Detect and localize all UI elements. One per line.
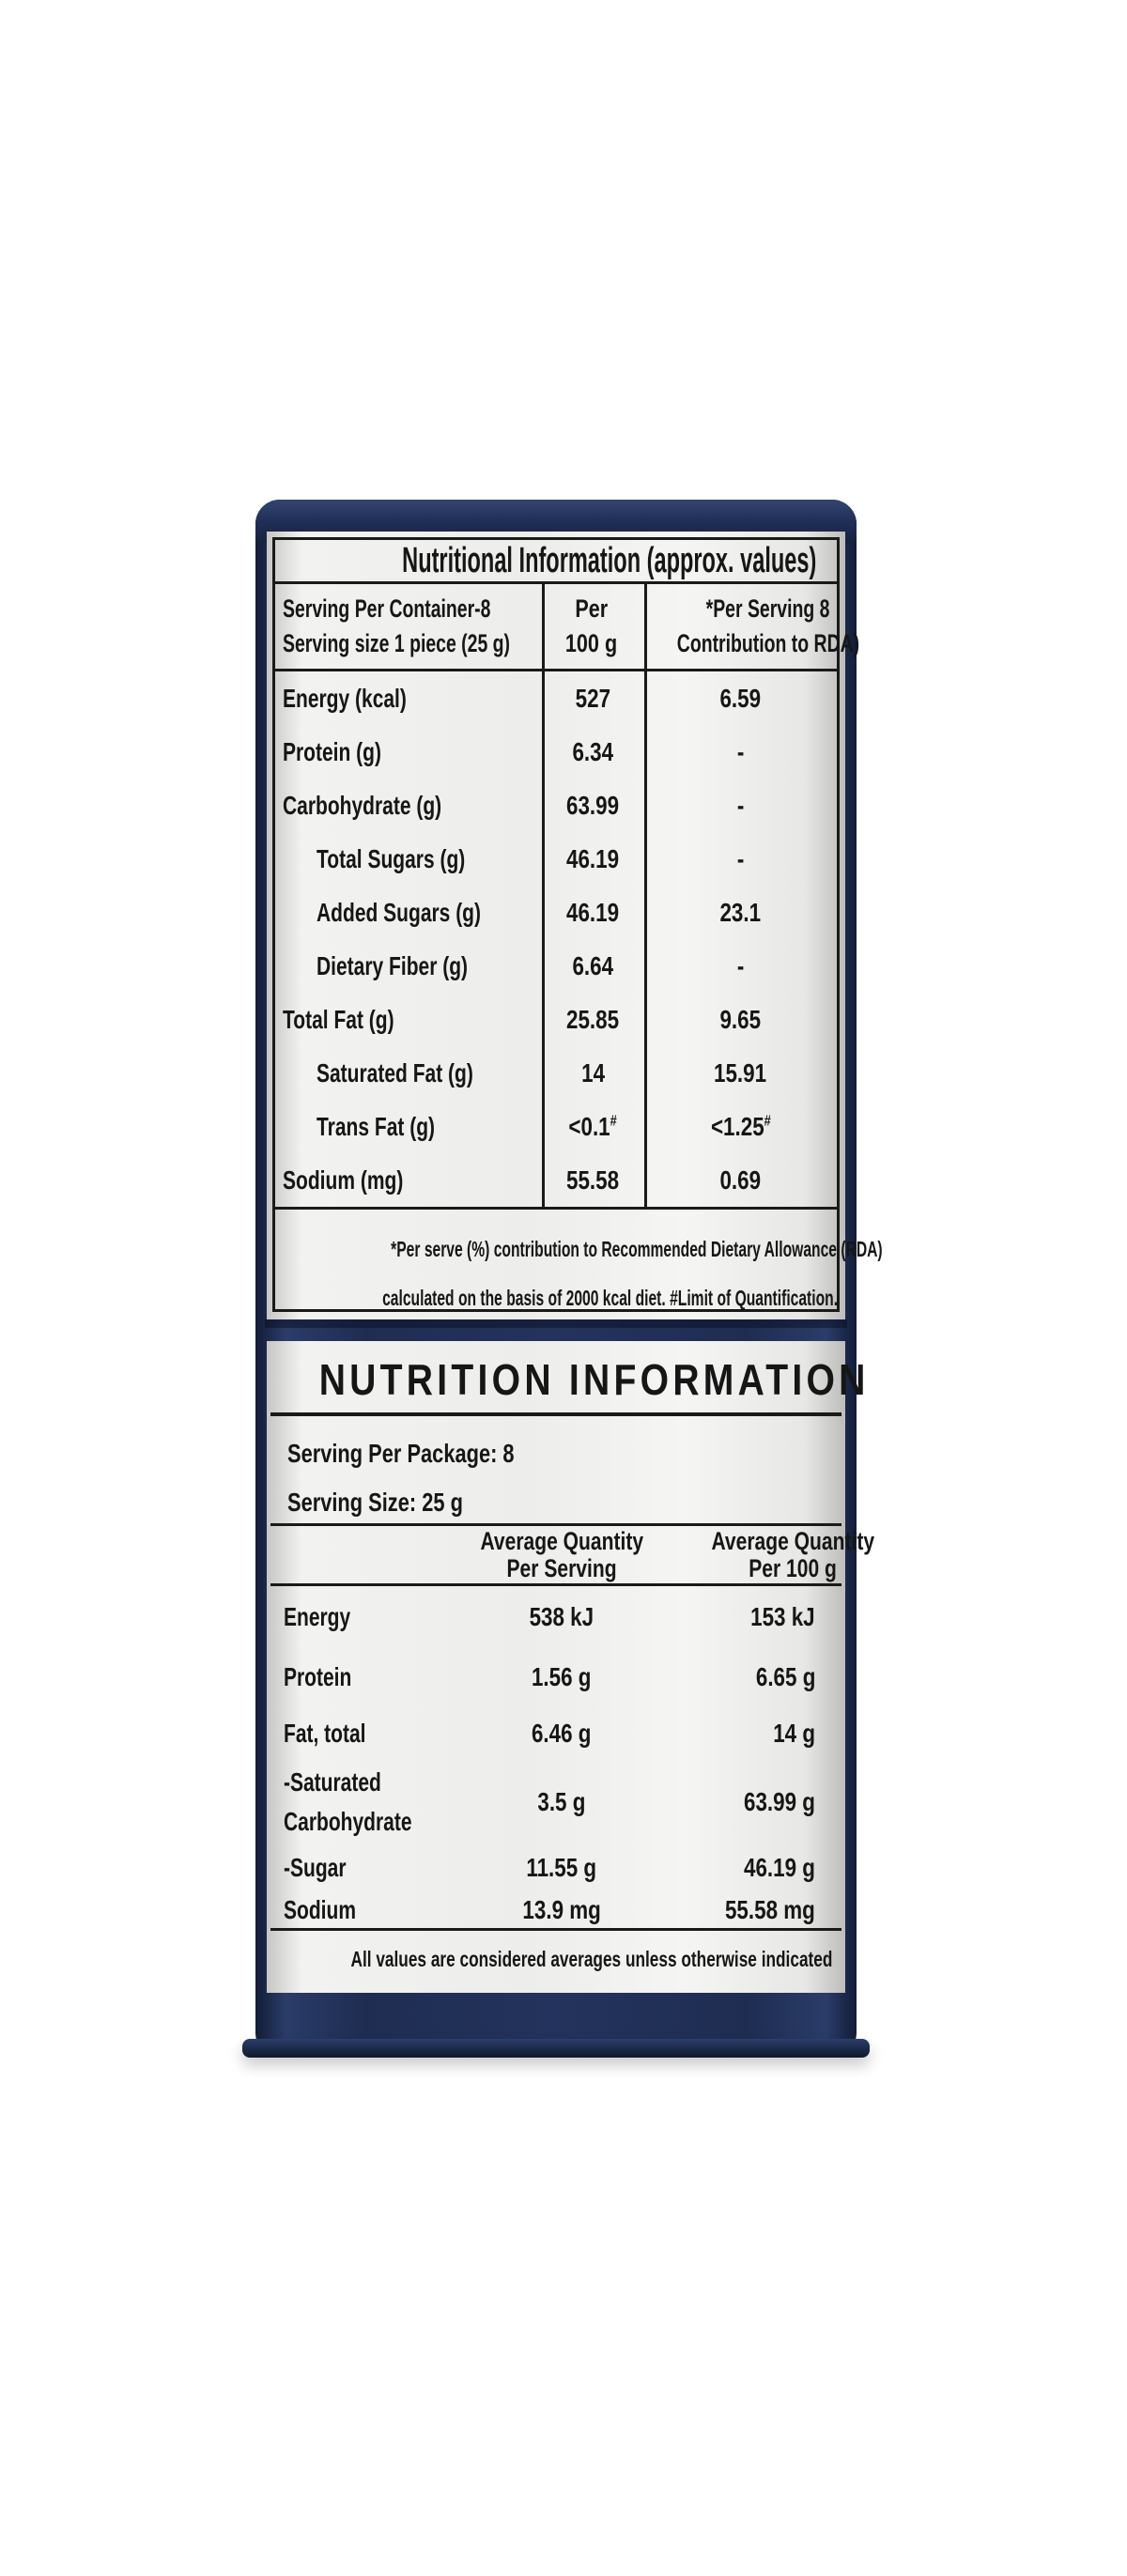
table-row: Carbohydrate (g) 63.99 - xyxy=(275,779,837,832)
row-label-carbohydrate: Carbohydrate xyxy=(284,1807,412,1836)
value-per-100g: 46.19 g xyxy=(744,1853,815,1882)
panel2-serving-info: Serving Per Package: 8 Serving Size: 25 … xyxy=(270,1416,841,1526)
row-label: -Sugar xyxy=(284,1853,347,1882)
value-rda: 23.1 xyxy=(719,897,762,927)
value-per-100g: 527 xyxy=(575,683,611,713)
panel2-footer-note: All values are considered averages unles… xyxy=(270,1928,841,1987)
row-label: Dietary Fiber (g) xyxy=(316,950,469,980)
table-row: Fat, total 6.46 g 14 g xyxy=(270,1706,841,1761)
value-rda: <1.25# xyxy=(710,1111,771,1141)
row-label: Protein (g) xyxy=(283,736,381,766)
value-rda: 6.59 xyxy=(719,683,762,713)
row-label: Total Fat (g) xyxy=(283,1004,394,1034)
table-row: Saturated Fat (g) 14 15.91 xyxy=(275,1046,837,1100)
table-row: Protein (g) 6.34 - xyxy=(275,725,837,779)
package-mid-band xyxy=(265,1319,847,1328)
value-per-100g: 63.99 g xyxy=(744,1787,815,1816)
table-row: Energy (kcal) 527 6.59 xyxy=(275,671,837,725)
row-label-saturated: -Saturated xyxy=(284,1767,381,1797)
value-per-100g: 63.99 xyxy=(566,790,620,820)
serving-info-header: Serving Per Container-8 Serving size 1 p… xyxy=(283,594,511,657)
panel1-title: Nutritional Information (approx. values) xyxy=(275,540,837,584)
row-label: Sodium (mg) xyxy=(283,1165,404,1195)
table-row: Total Fat (g) 25.85 9.65 xyxy=(275,993,837,1046)
table-row: -Saturated Carbohydrate 3.5 g 63.99 g xyxy=(270,1761,841,1843)
row-label: Fat, total xyxy=(284,1719,366,1748)
per-serving-rda-header: *Per Serving 8 Contribution to RDA) xyxy=(676,594,860,657)
value-per-100g: 153 kJ xyxy=(750,1602,815,1631)
value-per-serving: 1.56 g xyxy=(532,1662,592,1691)
table-row: Sodium 13.9 mg 55.58 mg xyxy=(270,1892,841,1928)
serving-per-package: Serving Per Package: 8 xyxy=(287,1439,515,1468)
value-per-100g: 6.64 xyxy=(572,950,614,980)
value-per-100g: 55.58 mg xyxy=(725,1895,815,1924)
nutritional-information-table: Nutritional Information (approx. values)… xyxy=(272,537,883,1312)
value-rda: - xyxy=(736,790,745,820)
value-per-100g: 6.34 xyxy=(572,736,614,766)
row-label: Total Sugars (g) xyxy=(316,843,466,873)
panel2-title: NUTRITION INFORMATION xyxy=(270,1341,865,1416)
table-row: Sodium (mg) 55.58 0.69 xyxy=(275,1153,837,1207)
value-per-100g: 25.85 xyxy=(566,1004,620,1034)
table-row: -Sugar 11.55 g 46.19 g xyxy=(270,1843,841,1892)
table-row: Total Sugars (g) 46.19 - xyxy=(275,832,837,886)
panel1-header-row: Serving Per Container-8 Serving size 1 p… xyxy=(275,584,859,671)
avg-qty-per-serving-header: Average Quantity Per Serving xyxy=(480,1526,643,1582)
value-per-100g: 14 g xyxy=(773,1719,815,1748)
table-row: Trans Fat (g) <0.1# <1.25# xyxy=(275,1100,837,1153)
value-rda: - xyxy=(736,843,745,873)
row-label: Energy (kcal) xyxy=(283,683,407,713)
nutritional-information-label: Nutritional Information (approx. values)… xyxy=(267,532,883,1319)
per-100g-header: Per 100 g xyxy=(565,594,618,657)
row-label: Added Sugars (g) xyxy=(316,897,482,927)
nutrition-information-label: NUTRITION INFORMATION Serving Per Packag… xyxy=(267,1341,874,1993)
row-label: Energy xyxy=(284,1602,351,1631)
value-rda: - xyxy=(736,950,745,980)
panel2-header-row: Average Quantity Per Serving Average Qua… xyxy=(270,1526,874,1586)
table-row: Energy 538 kJ 153 kJ xyxy=(270,1586,841,1648)
row-label: Saturated Fat (g) xyxy=(316,1057,473,1087)
row-label: Protein xyxy=(284,1662,352,1691)
avg-qty-per-100g-header: Average Quantity Per 100 g xyxy=(711,1526,875,1582)
value-per-100g: 46.19 xyxy=(566,897,620,927)
value-per-serving: 11.55 g xyxy=(526,1853,597,1882)
row-label: Sodium xyxy=(284,1895,357,1924)
value-rda: 0.69 xyxy=(719,1165,762,1195)
value-per-100g: 46.19 xyxy=(566,843,620,873)
value-per-100g: 6.65 g xyxy=(755,1662,815,1691)
value-per-serving: 538 kJ xyxy=(529,1602,594,1631)
value-rda: - xyxy=(736,736,745,766)
row-label: Trans Fat (g) xyxy=(316,1111,436,1141)
row-label: Carbohydrate (g) xyxy=(283,790,442,820)
package-body: Nutritional Information (approx. values)… xyxy=(242,500,883,2058)
table-row: Dietary Fiber (g) 6.64 - xyxy=(275,939,837,993)
table-row: Added Sugars (g) 46.19 23.1 xyxy=(275,886,837,939)
value-per-100g: 55.58 xyxy=(566,1165,620,1195)
serving-size: Serving Size: 25 g xyxy=(287,1488,463,1517)
column-divider xyxy=(542,584,545,1207)
value-per-serving: 6.46 g xyxy=(532,1719,592,1748)
table-row: Protein 1.56 g 6.65 g xyxy=(270,1648,841,1706)
panel1-footnote: *Per serve (%) contribution to Recommend… xyxy=(275,1207,883,1310)
column-divider xyxy=(644,584,647,1207)
value-rda: 15.91 xyxy=(714,1057,767,1087)
package-bottom-lip xyxy=(242,2039,870,2058)
value-per-100g: <0.1# xyxy=(568,1111,618,1141)
value-per-serving: 13.9 mg xyxy=(522,1895,601,1924)
value-per-100g: 14 xyxy=(581,1057,605,1087)
value-per-serving: 3.5 g xyxy=(537,1787,586,1816)
value-rda: 9.65 xyxy=(719,1004,762,1034)
panel1-rows: Energy (kcal) 527 6.59 Protein (g) 6.34 … xyxy=(275,671,837,1207)
